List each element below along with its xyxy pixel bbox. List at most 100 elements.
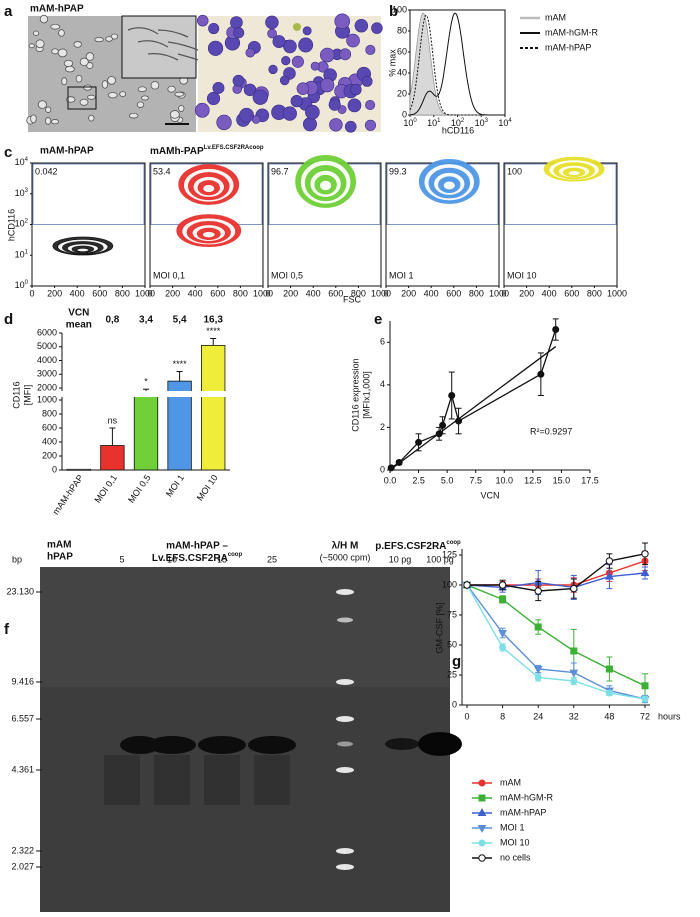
cell <box>75 74 83 83</box>
x-tick-label: 800 <box>233 288 248 298</box>
smear <box>154 755 190 805</box>
cell <box>178 105 185 112</box>
cell <box>50 23 61 30</box>
cell <box>63 59 74 67</box>
axis-break <box>56 391 232 397</box>
x-tick-label: 0 <box>29 288 34 298</box>
histogram-mAM-hGM-R <box>409 12 505 116</box>
x-tick-label: 600 <box>564 288 579 298</box>
x-tick-label: 0 <box>464 711 469 721</box>
x-tick-label: 10.0 <box>496 475 514 485</box>
x-tick-label-base: 10 <box>403 118 413 128</box>
vcn-title: VCN <box>68 308 89 319</box>
y-tick-label: 100 <box>442 579 457 589</box>
gate-percent: 99.3 <box>389 166 407 176</box>
legend-label: MOI 10 <box>500 837 530 847</box>
y-tick-label: 75 <box>447 609 457 619</box>
cell <box>73 41 82 48</box>
stained-cell <box>230 16 243 29</box>
stained-cell <box>265 15 279 30</box>
stained-cell <box>281 55 291 66</box>
contour <box>202 184 216 193</box>
legend-marker <box>478 794 486 802</box>
cell <box>108 91 118 99</box>
cell <box>79 57 89 66</box>
cell <box>58 29 65 37</box>
cell <box>141 95 149 101</box>
marker <box>499 643 507 651</box>
stain-dot <box>293 23 301 31</box>
marker <box>570 647 578 655</box>
marker <box>498 581 507 589</box>
x-tick-label: 600 <box>446 288 461 298</box>
inset-cell <box>157 29 189 38</box>
legend-label: MOI 1 <box>500 822 525 832</box>
x-tick-label: 12.5 <box>524 475 542 485</box>
inset-cell <box>167 41 199 51</box>
y-axis-label: CD116 expression <box>350 358 360 431</box>
stained-cell <box>239 107 254 123</box>
legend-marker <box>477 807 487 816</box>
stained-cell <box>194 102 210 118</box>
cell <box>136 101 145 108</box>
marker <box>415 438 423 446</box>
stained-cell <box>350 83 362 96</box>
cell <box>33 30 40 36</box>
y-tick-label: 101 <box>15 249 29 260</box>
contour <box>201 231 216 239</box>
band <box>120 736 160 754</box>
size-label: 2.027 <box>11 861 34 871</box>
marker <box>552 326 560 334</box>
band <box>418 732 462 756</box>
stained-cell <box>344 120 357 133</box>
cell <box>107 76 117 85</box>
lane-header-main: p.EFS.CSF2RA <box>375 541 446 552</box>
cell <box>37 100 47 109</box>
x-tick-label: 100 <box>403 118 417 129</box>
lane-label: 25 <box>267 554 277 564</box>
stained-cell <box>371 22 383 34</box>
marker <box>534 623 542 631</box>
flow-plot-frame <box>31 162 146 287</box>
gel-shade <box>40 567 450 687</box>
marker <box>534 673 542 681</box>
moi-label: MOI 0,5 <box>271 270 303 280</box>
lane-label: 10 pg <box>389 554 412 564</box>
lane-label: 5 <box>119 554 124 564</box>
marker <box>605 665 613 673</box>
stained-cell <box>296 82 310 95</box>
lane-header: mAM <box>47 540 71 551</box>
panel-label: b <box>389 3 398 20</box>
y-tick-label: 6000 <box>37 327 57 337</box>
y-tick-label: 0 <box>402 109 407 119</box>
y-tick-label-exp: 0 <box>25 280 29 286</box>
ladder-band <box>337 741 353 747</box>
lane-header-sup: coop <box>446 540 461 546</box>
bar <box>133 392 159 471</box>
cell <box>45 106 52 113</box>
significance: **** <box>206 326 221 336</box>
stained-cell <box>272 35 286 48</box>
stained-cell <box>267 28 277 39</box>
marker <box>569 669 579 678</box>
stained-cell <box>207 40 224 56</box>
cell <box>87 94 96 100</box>
marker <box>605 571 614 580</box>
stained-cell <box>216 114 232 131</box>
zoom-box <box>67 86 97 110</box>
legend-marker <box>478 839 486 847</box>
stained-cell <box>206 91 221 106</box>
stained-cell <box>365 99 376 111</box>
x-tick-label: 200 <box>401 288 416 298</box>
y-tick-label: 800 <box>42 408 57 418</box>
x-tick-label: 72 <box>640 711 650 721</box>
x-tick-label: 32 <box>569 711 579 721</box>
y-tick-label: 5000 <box>37 341 57 351</box>
vcn-title: mean <box>66 320 92 331</box>
band <box>248 736 296 754</box>
x-tick-label: 0.0 <box>384 475 397 485</box>
bp-label: bp <box>12 554 22 564</box>
x-tick-label: 1000 <box>607 288 627 298</box>
y-tick-label: 0 <box>380 464 385 474</box>
